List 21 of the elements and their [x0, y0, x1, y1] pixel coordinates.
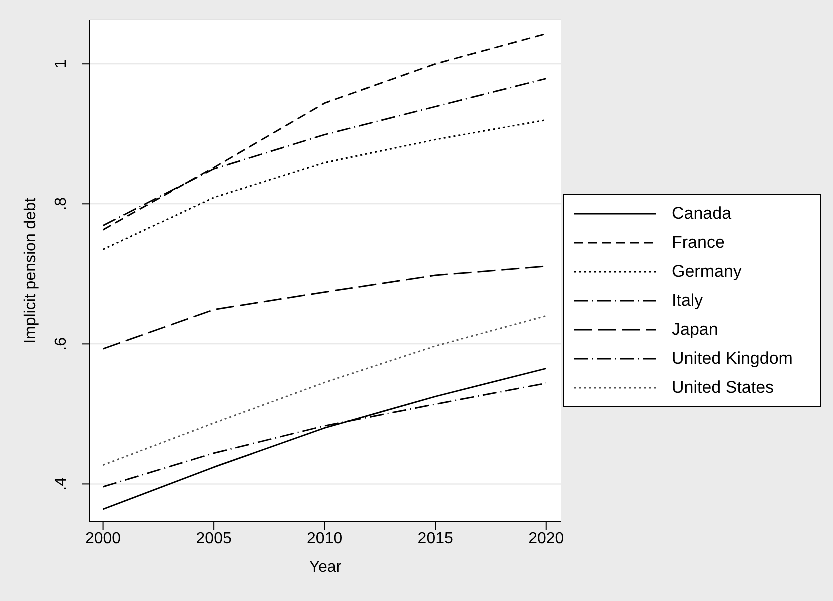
legend-label: Japan	[672, 320, 718, 340]
y-tick-label: .6	[53, 337, 70, 351]
legend-label: United Kingdom	[672, 348, 793, 368]
legend-label: Germany	[672, 262, 742, 282]
x-tick-label: 2020	[528, 530, 564, 548]
x-tick-label: 2000	[85, 530, 122, 548]
legend-label: Italy	[672, 290, 704, 310]
line-series	[102, 315, 548, 466]
x-tick-label: 2005	[196, 530, 232, 548]
y-tick-label: .4	[53, 477, 70, 491]
y-tick-label: .8	[53, 197, 70, 211]
x-axis-title: Year	[309, 559, 342, 576]
line-series	[102, 119, 548, 250]
y-tick-label: 1	[53, 60, 70, 69]
legend-label: France	[672, 232, 725, 252]
y-axis-title: Implicit pension debt	[22, 198, 40, 344]
line-series	[102, 368, 548, 510]
x-tick-label: 2015	[418, 530, 454, 548]
legend-label: United States	[672, 378, 774, 398]
legend-label: Canada	[672, 204, 732, 224]
x-tick-label: 2010	[307, 530, 343, 548]
